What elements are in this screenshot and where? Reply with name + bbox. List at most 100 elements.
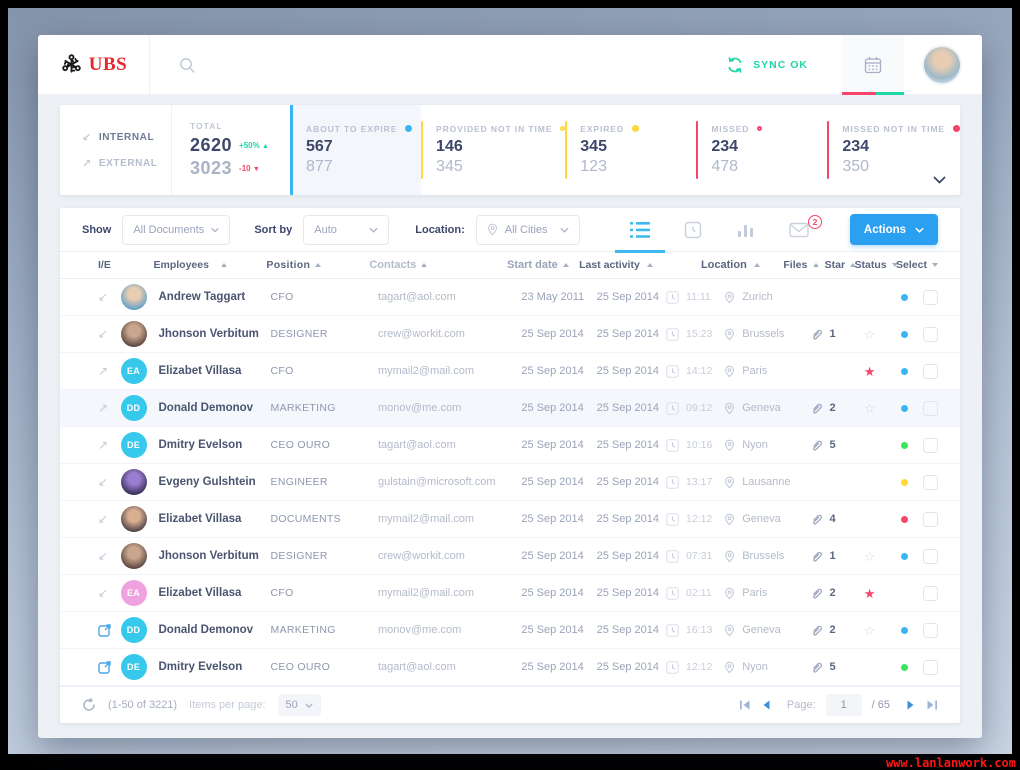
list-view-button[interactable]	[615, 208, 665, 253]
internal-arrow-icon: ↙	[98, 290, 109, 304]
row-checkbox[interactable]	[923, 400, 939, 416]
contact-email: tagart@aol.com	[377, 291, 456, 303]
row-checkbox[interactable]	[923, 585, 939, 601]
stat-card[interactable]: ABOUT TO EXPIRE 567 877	[290, 105, 422, 195]
star-icon[interactable]: ★	[863, 585, 876, 601]
star-icon[interactable]: ☆	[863, 400, 876, 416]
stat-dot-icon	[953, 125, 960, 132]
documents-panel: Show All Documents Sort by Auto Location…	[60, 208, 960, 723]
row-checkbox[interactable]	[923, 511, 939, 527]
column-header-i-e[interactable]: I/E	[98, 259, 111, 271]
table-row[interactable]: ↙ Elizabet Villasa DOCUMENTS mymail2@mail.c…	[60, 501, 960, 538]
internal-legend: ↙ INTERNAL	[82, 131, 155, 144]
stat-card[interactable]: PROVIDED NOT IN TIME 146 345	[421, 105, 566, 195]
page-input[interactable]	[825, 694, 862, 716]
refresh-button[interactable]	[82, 698, 96, 712]
column-header-star[interactable]: Star	[825, 259, 857, 271]
stats-expand-chevron[interactable]	[933, 171, 946, 189]
column-header-status[interactable]: Status	[855, 259, 898, 271]
column-header-select[interactable]: Select	[896, 259, 938, 271]
first-page-button[interactable]	[739, 699, 751, 711]
last-activity-time: 12:12	[686, 513, 713, 525]
table-row[interactable]: ↗ DE Dmitry Evelson CEO OURO tagart@aol.com 2…	[60, 427, 960, 464]
external-link-icon[interactable]	[98, 660, 112, 674]
chart-view-button[interactable]	[732, 208, 760, 252]
external-link-icon[interactable]	[98, 623, 112, 637]
row-checkbox[interactable]	[923, 659, 939, 675]
table-row[interactable]: ↙ Evgeny Gulshtein ENGINEER gulstain@micros…	[60, 464, 960, 501]
last-page-icon	[927, 700, 937, 710]
last-activity-date: 25 Sep 2014	[596, 624, 660, 636]
position-text: DOCUMENTS	[270, 513, 341, 525]
contact-email: crew@workit.com	[377, 550, 465, 562]
contact-email: tagart@aol.com	[377, 439, 456, 451]
last-activity-time: 16:13	[686, 624, 713, 636]
last-activity-time: 13:17	[686, 476, 713, 488]
column-header-location[interactable]: Location	[701, 259, 783, 271]
column-header-last-activity[interactable]: Last activity	[575, 259, 701, 271]
column-header-start-date[interactable]: Start date	[493, 259, 575, 271]
clock-icon	[666, 512, 679, 526]
star-icon[interactable]: ☆	[863, 548, 876, 564]
table-row[interactable]: ↙ Jhonson Verbitum DESIGNER crew@workit.com…	[60, 538, 960, 575]
table-row[interactable]: ↙ Jhonson Verbitum DESIGNER crew@workit.com…	[60, 316, 960, 353]
start-date: 25 Sep 2014	[521, 661, 584, 673]
location-select[interactable]: All Cities	[475, 214, 580, 245]
row-checkbox[interactable]	[923, 326, 939, 342]
ubs-keys-icon	[62, 54, 81, 73]
star-icon[interactable]: ☆	[863, 326, 876, 342]
table-row[interactable]: ↙ EA Elizabet Villasa CFO mymail2@mail.com 25…	[60, 575, 960, 612]
stat-card[interactable]: MISSED NOT IN TIME 234 350	[827, 105, 960, 195]
user-avatar[interactable]	[922, 44, 962, 85]
avatar	[120, 506, 147, 532]
row-checkbox[interactable]	[923, 548, 939, 564]
position-text: DESIGNER	[270, 550, 328, 562]
actions-button[interactable]: Actions	[850, 214, 938, 245]
clock-icon	[666, 623, 679, 637]
calendar-button[interactable]	[842, 35, 904, 95]
column-header-contacts[interactable]: Contacts	[361, 259, 493, 271]
column-header-employees[interactable]: Employees	[120, 259, 267, 271]
table-row[interactable]: ↙ Andrew Taggart CFO tagart@aol.com 23 May 2…	[60, 279, 960, 316]
row-checkbox[interactable]	[923, 437, 939, 453]
stat-value-primary: 567	[306, 137, 333, 155]
items-per-page-select[interactable]: 50	[277, 694, 321, 716]
location-pin-icon	[725, 365, 735, 377]
row-checkbox[interactable]	[923, 363, 939, 379]
location-pin-icon	[487, 223, 497, 236]
sort-select[interactable]: Auto	[303, 214, 390, 245]
stat-dot-icon	[631, 125, 639, 132]
prev-page-button[interactable]	[761, 699, 773, 711]
contact-email: monov@me.com	[377, 624, 462, 636]
last-activity-date: 25 Sep 2014	[596, 365, 660, 377]
star-icon[interactable]: ☆	[863, 622, 876, 638]
next-page-button[interactable]	[904, 699, 916, 711]
table-row[interactable]: DD Donald Demonov MARKETING monov@me.com 25 …	[60, 612, 960, 649]
history-view-button[interactable]	[679, 208, 707, 252]
sync-status[interactable]: SYNC OK	[726, 56, 808, 74]
row-checkbox[interactable]	[923, 474, 939, 490]
star-icon[interactable]: ★	[863, 363, 876, 379]
stat-card[interactable]: MISSED 234 478	[696, 105, 827, 195]
stat-value-secondary: 350	[842, 157, 870, 175]
row-checkbox[interactable]	[923, 289, 939, 305]
table-row[interactable]: ↗ EA Elizabet Villasa CFO mymail2@mail.com 25…	[60, 353, 960, 390]
paperclip-icon	[813, 551, 823, 562]
stat-color-bar	[421, 121, 424, 179]
column-header-files[interactable]: Files	[783, 259, 824, 271]
sort-caret-icon	[315, 263, 322, 267]
chevron-down-icon	[560, 227, 569, 233]
show-select[interactable]: All Documents	[122, 214, 231, 245]
employee-name: Elizabet Villasa	[158, 587, 242, 599]
table-row[interactable]: ↗ DD Donald Demonov MARKETING monov@me.com 25…	[60, 390, 960, 427]
column-header-position[interactable]: Position	[266, 259, 361, 271]
mail-view-button[interactable]: 2	[785, 208, 822, 252]
sort-caret-icon	[813, 263, 820, 267]
row-checkbox[interactable]	[923, 622, 939, 638]
stat-card[interactable]: EXPIRED 345 123	[565, 105, 696, 195]
external-arrow-icon: ↗	[98, 438, 109, 452]
stat-value-primary: 146	[436, 137, 463, 155]
search-button[interactable]	[178, 56, 196, 74]
last-page-button[interactable]	[926, 699, 938, 711]
table-row[interactable]: DE Dmitry Evelson CEO OURO tagart@aol.com 25…	[60, 649, 960, 686]
